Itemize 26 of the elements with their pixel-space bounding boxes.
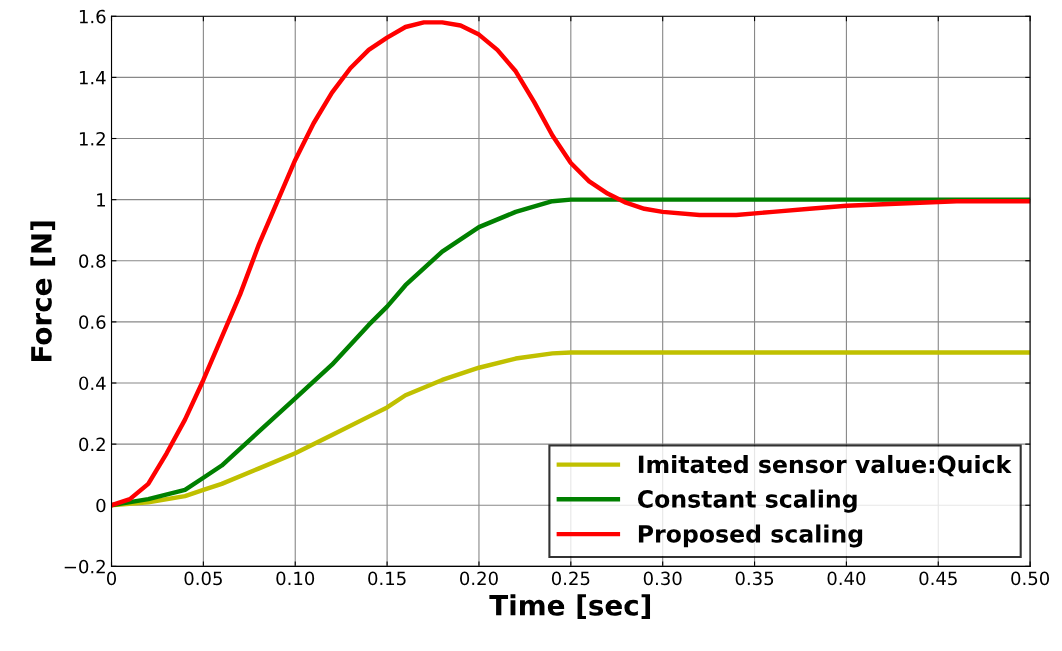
- x-tick-label: 0.30: [643, 571, 682, 586]
- y-tick-label: 1: [97, 193, 105, 207]
- x-axis-title: Time [sec]: [489, 594, 651, 620]
- x-tick-label: 0: [106, 571, 117, 586]
- legend-label: Proposed scaling: [638, 524, 863, 548]
- x-tick-label: 0.15: [368, 571, 406, 586]
- y-axis-title: Force [N]: [30, 221, 56, 361]
- y-tick-label: 1.4: [79, 71, 106, 85]
- y-tick-label: 0.4: [79, 376, 106, 391]
- x-tick-label: 0.50: [1011, 571, 1050, 586]
- x-tick-label: 0.25: [551, 571, 590, 586]
- y-tick-label: 0.2: [79, 437, 105, 452]
- y-tick-label: 0: [96, 498, 106, 513]
- x-tick-label: 0.40: [827, 571, 866, 586]
- y-tick-label: 1.6: [79, 9, 106, 24]
- y-tick-label: 0.6: [79, 315, 106, 329]
- legend-label: Imitated sensor value:Quick: [638, 454, 1012, 477]
- x-tick-label: 0.10: [276, 571, 315, 586]
- x-tick-label: 0.35: [735, 571, 774, 586]
- y-tick-label: 0.8: [79, 254, 106, 268]
- y-tick-label: 1.2: [79, 131, 105, 146]
- y-tick-label: −0.2: [64, 559, 105, 574]
- x-tick-label: 0.20: [460, 571, 498, 586]
- x-tick-label: 0.05: [184, 571, 222, 586]
- x-tick-label: 0.45: [919, 571, 957, 586]
- legend-label: Constant scaling: [637, 489, 857, 513]
